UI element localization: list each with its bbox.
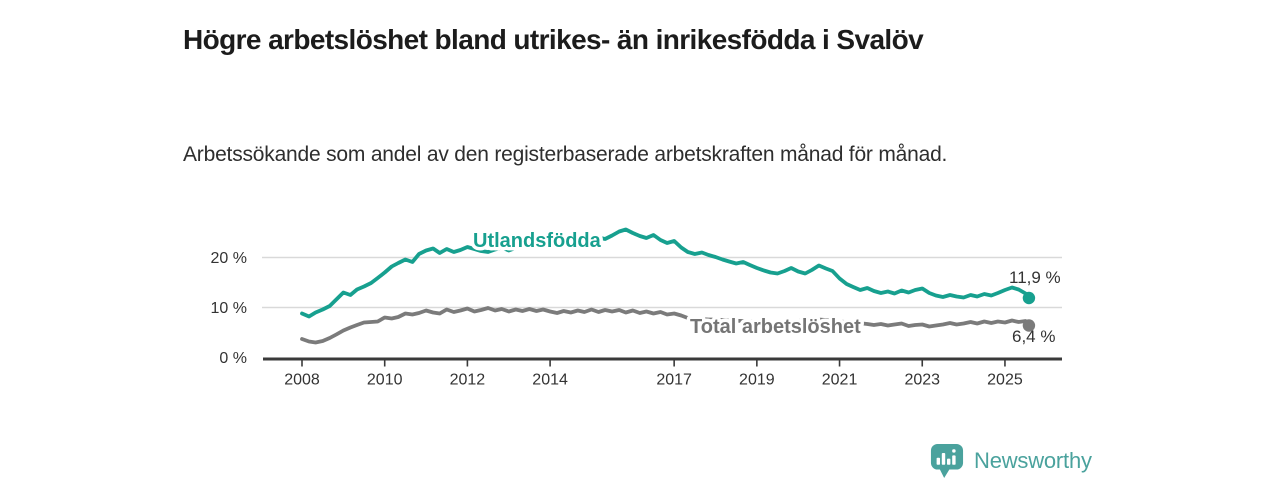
- page-title: Högre arbetslöshet bland utrikes- än inr…: [183, 23, 924, 55]
- x-tick-label: 2008: [284, 372, 320, 389]
- y-tick-label: 10 %: [211, 300, 247, 317]
- series-line-total: [300, 306, 1031, 345]
- series-end-dot: [1022, 291, 1036, 305]
- newsworthy-logo: Newsworthy: [930, 442, 1092, 480]
- x-tick-label: 2023: [904, 372, 940, 389]
- series-line-utlandsfodda: [300, 227, 1031, 319]
- series-lines: [300, 227, 1036, 345]
- newsworthy-logo-text: Newsworthy: [974, 448, 1092, 473]
- gridlines: [262, 256, 1062, 309]
- x-axis: [263, 357, 1062, 367]
- x-tick-label: 2021: [822, 372, 858, 389]
- series-annotations: Utlandsfödda Total arbetslöshet 11,9 % 6,4 …: [470, 227, 1061, 347]
- x-tick-label: 2012: [450, 372, 486, 389]
- x-tick-label: 2019: [739, 372, 775, 389]
- x-tick-label: 2025: [987, 372, 1023, 389]
- x-tick-label: 2014: [532, 372, 568, 389]
- series-end-dot: [1022, 319, 1036, 332]
- axis-tick-labels: 2008 2010 2012 2014 2017 2019 2021 2023 2025 0 % 1…: [211, 250, 1023, 389]
- series-label: Total arbetslöshet: [690, 316, 861, 338]
- x-tick-label: 2017: [656, 372, 692, 389]
- y-tick-label: 20 %: [211, 250, 247, 267]
- newsworthy-logo-icon: [930, 444, 964, 478]
- chart-subtitle: Arbetssökande som andel av den registerb…: [183, 143, 948, 166]
- y-tick-label: 0 %: [219, 350, 247, 367]
- series-label: Utlandsfödda: [473, 230, 602, 252]
- series-end-value: 6,4 %: [1012, 327, 1055, 346]
- x-tick-label: 2010: [367, 372, 403, 389]
- series-end-value: 11,9 %: [1009, 268, 1061, 287]
